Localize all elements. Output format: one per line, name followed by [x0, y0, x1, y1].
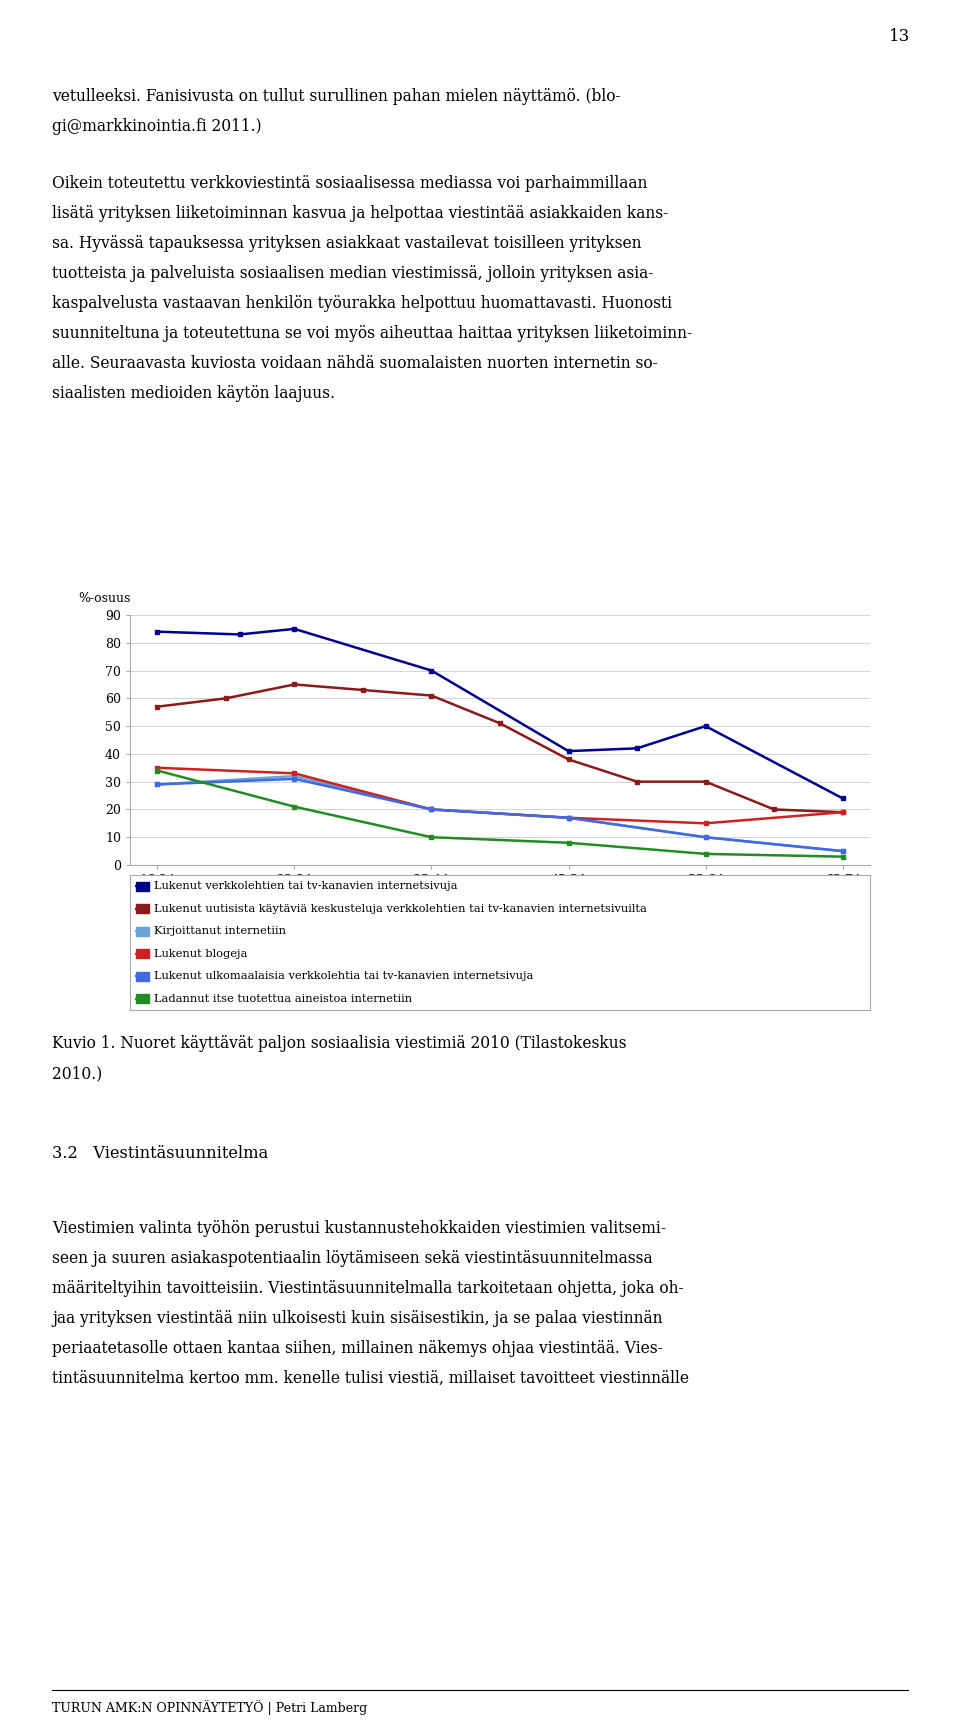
Text: kaspalvelusta vastaavan henkilön työurakka helpottuu huomattavasti. Huonosti: kaspalvelusta vastaavan henkilön työurak…: [52, 295, 672, 312]
Text: gi@markkinointia.fi 2011.): gi@markkinointia.fi 2011.): [52, 117, 262, 135]
Bar: [136, 994, 149, 1003]
Text: Lukenut blogeja: Lukenut blogeja: [154, 949, 247, 958]
Text: Kirjoittanut internetiin: Kirjoittanut internetiin: [154, 927, 286, 935]
Text: Ladannut itse tuotettua aineistoa internetiin: Ladannut itse tuotettua aineistoa intern…: [154, 994, 412, 1005]
Text: sa. Hyvässä tapauksessa yrityksen asiakkaat vastailevat toisilleen yrityksen: sa. Hyvässä tapauksessa yrityksen asiakk…: [52, 235, 641, 252]
Text: Lukenut ulkomaalaisia verkkolehtia tai tv-kanavien internetsivuja: Lukenut ulkomaalaisia verkkolehtia tai t…: [154, 972, 533, 982]
Text: suunniteltuna ja toteutettuna se voi myös aiheuttaa haittaa yrityksen liiketoimi: suunniteltuna ja toteutettuna se voi myö…: [52, 324, 692, 342]
Text: Lukenut uutisista käytäviä keskusteluja verkkolehtien tai tv-kanavien internetsi: Lukenut uutisista käytäviä keskusteluja …: [154, 904, 646, 913]
Text: tintäsuunnitelma kertoo mm. kenelle tulisi viestiä, millaiset tavoitteet viestin: tintäsuunnitelma kertoo mm. kenelle tuli…: [52, 1370, 689, 1388]
Bar: [136, 949, 149, 958]
Text: 13: 13: [889, 28, 910, 45]
Text: vetulleeksi. Fanisivusta on tullut surullinen pahan mielen näyttämö. (blo-: vetulleeksi. Fanisivusta on tullut surul…: [52, 88, 620, 105]
Text: määriteltyihin tavoitteisiin. Viestintäsuunnitelmalla tarkoitetaan ohjetta, joka: määriteltyihin tavoitteisiin. Viestintäs…: [52, 1281, 684, 1296]
Text: 2010.): 2010.): [52, 1065, 103, 1082]
Text: periaatetasolle ottaen kantaa siihen, millainen näkemys ohjaa viestintää. Vies-: periaatetasolle ottaen kantaa siihen, mi…: [52, 1339, 662, 1357]
Text: %-osuus: %-osuus: [78, 592, 131, 606]
Bar: [136, 882, 149, 891]
Text: lisätä yrityksen liiketoiminnan kasvua ja helpottaa viestintää asiakkaiden kans-: lisätä yrityksen liiketoiminnan kasvua j…: [52, 205, 668, 223]
Text: siaalisten medioiden käytön laajuus.: siaalisten medioiden käytön laajuus.: [52, 385, 335, 402]
Text: TURUN AMK:N OPINNÄYTETYÖ | Petri Lamberg: TURUN AMK:N OPINNÄYTETYÖ | Petri Lamberg: [52, 1700, 368, 1716]
Bar: [136, 972, 149, 980]
Text: Kuvio 1. Nuoret käyttävät paljon sosiaalisia viestimiä 2010 (Tilastokeskus: Kuvio 1. Nuoret käyttävät paljon sosiaal…: [52, 1036, 627, 1053]
Bar: [136, 904, 149, 913]
Text: jaa yrityksen viestintää niin ulkoisesti kuin sisäisestikin, ja se palaa viestin: jaa yrityksen viestintää niin ulkoisesti…: [52, 1310, 662, 1327]
Text: tuotteista ja palveluista sosiaalisen median viestimissä, jolloin yrityksen asia: tuotteista ja palveluista sosiaalisen me…: [52, 266, 654, 281]
Text: Lukenut verkkolehtien tai tv-kanavien internetsivuja: Lukenut verkkolehtien tai tv-kanavien in…: [154, 882, 457, 891]
Text: 3.2   Viestintäsuunnitelma: 3.2 Viestintäsuunnitelma: [52, 1144, 268, 1162]
Text: Viestimien valinta työhön perustui kustannustehokkaiden viestimien valitsemi-: Viestimien valinta työhön perustui kusta…: [52, 1220, 666, 1238]
Text: alle. Seuraavasta kuviosta voidaan nähdä suomalaisten nuorten internetin so-: alle. Seuraavasta kuviosta voidaan nähdä…: [52, 356, 658, 373]
Bar: [136, 927, 149, 935]
Text: Oikein toteutettu verkkoviestintä sosiaalisessa mediassa voi parhaimmillaan: Oikein toteutettu verkkoviestintä sosiaa…: [52, 174, 647, 192]
Text: seen ja suuren asiakaspotentiaalin löytämiseen sekä viestintäsuunnitelmassa: seen ja suuren asiakaspotentiaalin löytä…: [52, 1250, 653, 1267]
